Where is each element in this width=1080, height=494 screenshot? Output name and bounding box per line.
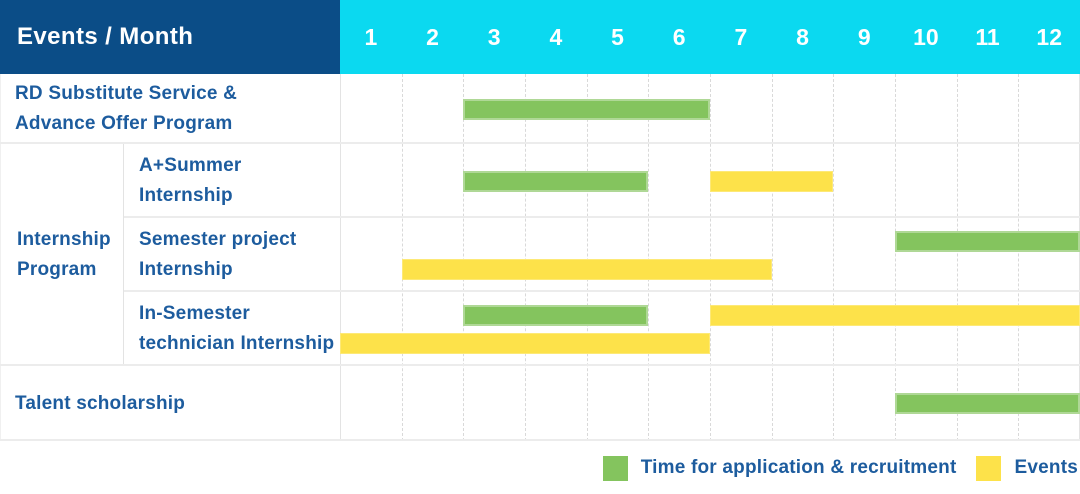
month-label-10: 10 xyxy=(913,23,939,50)
month-gridline xyxy=(1018,74,1020,441)
month-label-1: 1 xyxy=(364,23,378,50)
recruitment-bar xyxy=(463,170,649,192)
month-gridline xyxy=(956,74,958,441)
month-gridline xyxy=(525,74,526,441)
month-gridline xyxy=(771,74,773,441)
event-swatch xyxy=(976,455,1002,481)
month-label-8: 8 xyxy=(796,23,809,50)
month-gridline xyxy=(463,74,465,441)
month-gridline xyxy=(895,74,896,441)
label-line: A+Summer xyxy=(139,155,242,176)
events-month-header: Events / Month xyxy=(0,0,340,74)
month-label-11: 11 xyxy=(975,23,1000,50)
header-row: Events / Month 1 2 3 4 5 6 7 8 9 10 11 12 xyxy=(0,0,1080,74)
legend: Time for application & recruitment Events xyxy=(602,453,1078,483)
event-bar xyxy=(710,305,1080,326)
label-line: Internship xyxy=(139,185,233,206)
recruitment-bar xyxy=(895,231,1080,252)
month-gridline xyxy=(340,74,341,441)
row-label-a-plus-summer: A+Summer Internship xyxy=(124,144,340,218)
label-line: Internship xyxy=(139,259,233,280)
row-label-rd-substitute: RD Substitute Service & Advance Offer Pro… xyxy=(0,74,340,144)
row-separator xyxy=(0,364,1080,366)
month-label-2: 2 xyxy=(426,23,439,50)
row-separator xyxy=(0,439,1080,441)
gantt-body: Internship Program RD Substitute Service &… xyxy=(0,74,1080,441)
group-label-internship-program: Internship Program xyxy=(0,144,124,366)
label-line: Semester project xyxy=(139,229,297,250)
month-label-6: 6 xyxy=(672,23,686,50)
event-bar xyxy=(340,333,710,354)
recruitment-swatch xyxy=(602,455,628,481)
row-label-talent-scholarship: Talent scholarship xyxy=(0,366,340,441)
month-gridline xyxy=(648,74,650,441)
recruitment-bar xyxy=(463,305,649,326)
label-line: Talent scholarship xyxy=(15,392,186,414)
legend-label: Time for application & recruitment xyxy=(640,457,957,478)
row-separator xyxy=(124,290,1080,292)
label-line: In-Semester xyxy=(139,303,250,324)
row-separator xyxy=(0,142,1080,144)
row-separator xyxy=(124,216,1080,218)
group-label-line: Program xyxy=(17,259,97,280)
month-gridline xyxy=(833,74,835,441)
month-gridline xyxy=(586,74,588,441)
event-bar xyxy=(401,259,772,280)
month-header-row: 1 2 3 4 5 6 7 8 9 10 11 12 xyxy=(340,0,1080,74)
month-label-4: 4 xyxy=(549,23,563,50)
table-left-border xyxy=(0,74,1,441)
month-label-7: 7 xyxy=(734,23,748,50)
label-line: technician Internship xyxy=(139,333,335,354)
month-label-3: 3 xyxy=(487,23,501,50)
event-bar xyxy=(710,170,834,192)
month-gridline xyxy=(401,74,403,441)
legend-item-event: Events xyxy=(976,455,1078,481)
row-label-in-semester-technician: In-Semester technician Internship xyxy=(124,292,340,366)
recruitment-bar xyxy=(463,98,710,120)
label-line: Advance Offer Program xyxy=(15,113,233,134)
month-label-5: 5 xyxy=(611,23,624,50)
month-label-12: 12 xyxy=(1036,23,1063,50)
legend-item-recruitment: Time for application & recruitment xyxy=(602,455,957,481)
label-line: RD Substitute Service & xyxy=(15,83,238,104)
recruitment-bar xyxy=(895,393,1080,414)
month-label-9: 9 xyxy=(857,23,871,50)
month-gridline xyxy=(710,74,711,441)
row-label-semester-project: Semester project Internship xyxy=(124,218,340,292)
legend-label: Events xyxy=(1014,457,1078,478)
group-label-line: Internship xyxy=(17,229,111,250)
